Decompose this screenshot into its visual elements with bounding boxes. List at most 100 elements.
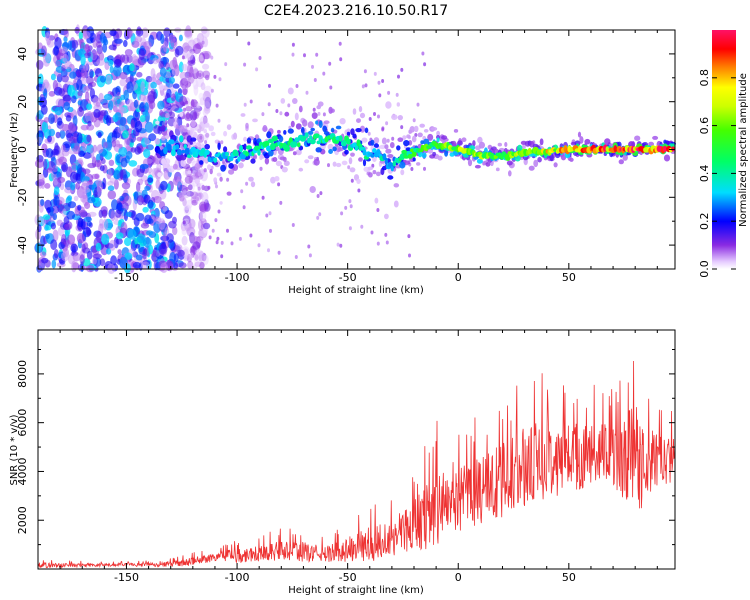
heatmap-cell <box>349 204 353 209</box>
heatmap-cell <box>354 144 359 151</box>
heatmap-cell <box>257 148 261 156</box>
heatmap-cell <box>113 170 121 180</box>
heatmap-cell <box>77 191 84 199</box>
heatmap-cell <box>370 230 374 235</box>
heatmap-cell <box>64 60 73 70</box>
heatmap-cell <box>352 133 357 139</box>
heatmap-cell <box>183 27 193 38</box>
heatmap-cell <box>204 143 210 150</box>
heatmap-cell <box>431 126 438 131</box>
heatmap-cell <box>239 145 243 153</box>
heatmap-cell <box>219 176 223 182</box>
heatmap-cell <box>245 151 249 157</box>
heatmap-cell <box>182 77 188 85</box>
heatmap-cell <box>387 161 393 168</box>
heatmap-cell <box>143 194 151 204</box>
heatmap-cell <box>528 165 535 171</box>
heatmap-cell <box>157 100 165 110</box>
heatmap-cell <box>310 127 316 132</box>
heatmap-cell <box>169 59 178 71</box>
heatmap-cell <box>384 144 389 150</box>
heatmap-cell <box>95 231 102 243</box>
heatmap-cell <box>347 165 351 170</box>
heatmap-cell <box>68 148 77 155</box>
heatmap-cell <box>147 218 154 224</box>
heatmap-cell <box>207 164 212 171</box>
heatmap-cell <box>131 210 137 221</box>
heatmap-cell <box>192 241 201 250</box>
heatmap-cell <box>337 147 344 152</box>
heatmap-cell <box>100 158 106 165</box>
x-tick-label: -100 <box>225 271 250 284</box>
x-tick-label: -50 <box>339 571 357 584</box>
heatmap-cell <box>393 200 399 208</box>
heatmap-cell <box>211 228 215 233</box>
heatmap-cell <box>238 162 244 169</box>
heatmap-cell <box>210 88 214 93</box>
heatmap-cell <box>298 105 303 113</box>
heatmap-cell <box>203 51 212 60</box>
heatmap-cell <box>223 146 228 153</box>
heatmap-cell <box>103 93 113 101</box>
heatmap-cell <box>240 113 246 117</box>
heatmap-cell <box>186 51 194 61</box>
heatmap-cell <box>71 260 77 273</box>
heatmap-cell <box>187 59 196 66</box>
heatmap-cell <box>149 76 157 83</box>
heatmap-cell <box>66 234 76 245</box>
heatmap-cell <box>217 118 221 123</box>
heatmap-cell <box>287 103 291 108</box>
colorbar-tick-label: 0.0 <box>698 260 711 278</box>
heatmap-cell <box>77 217 84 228</box>
heatmap-cell <box>77 204 82 211</box>
heatmap-cell <box>291 52 295 57</box>
heatmap-cell <box>284 111 290 117</box>
heatmap-cell <box>335 125 342 130</box>
heatmap-cell <box>316 194 320 198</box>
heatmap-cell <box>402 135 407 141</box>
heatmap-cell <box>37 173 45 183</box>
heatmap-cell <box>204 106 211 114</box>
heatmap-cell <box>167 143 172 151</box>
y-tick-label: 40 <box>16 47 29 61</box>
heatmap-cell <box>269 228 272 233</box>
heatmap-cell <box>223 130 228 137</box>
heatmap-cell <box>215 184 218 189</box>
heatmap-cell <box>185 106 193 112</box>
heatmap-cell <box>290 120 295 128</box>
heatmap-cell <box>176 149 182 156</box>
heatmap-cell <box>195 173 204 180</box>
heatmap-cell <box>56 219 63 226</box>
heatmap-cell <box>364 127 369 134</box>
heatmap-cell <box>139 94 146 102</box>
heatmap-cell <box>409 126 415 133</box>
heatmap-cell <box>318 120 323 128</box>
heatmap-cell <box>96 58 105 66</box>
heatmap-cell <box>307 155 314 160</box>
heatmap-cell <box>305 90 309 95</box>
heatmap-cell <box>148 100 156 110</box>
heatmap-cell <box>122 130 129 139</box>
heatmap-cell <box>377 80 381 85</box>
heatmap-cell <box>48 128 56 137</box>
heatmap-cell <box>188 73 192 78</box>
heatmap-cell <box>181 227 187 236</box>
heatmap-cell <box>50 222 57 230</box>
heatmap-cell <box>100 75 106 83</box>
x-tick-label: -150 <box>114 571 139 584</box>
heatmap-cell <box>238 236 242 241</box>
heatmap-cell <box>85 226 91 237</box>
heatmap-cell <box>158 60 164 70</box>
heatmap-cell <box>67 195 73 202</box>
x-tick-label: 0 <box>455 571 462 584</box>
heatmap-cell <box>87 196 96 204</box>
heatmap-cell <box>249 233 253 238</box>
heatmap-cell <box>160 262 168 273</box>
heatmap-cell <box>385 101 392 109</box>
heatmap-cell <box>140 222 150 229</box>
heatmap-cell <box>70 243 78 253</box>
heatmap-cell <box>159 111 167 118</box>
heatmap-cell <box>243 62 247 67</box>
heatmap-cell <box>61 234 67 245</box>
heatmap-cell <box>98 92 104 103</box>
